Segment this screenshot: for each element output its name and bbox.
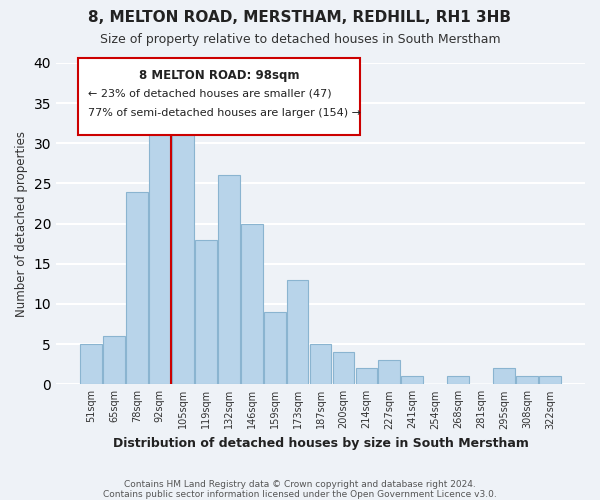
Bar [195,240,217,384]
Text: 8, MELTON ROAD, MERSTHAM, REDHILL, RH1 3HB: 8, MELTON ROAD, MERSTHAM, REDHILL, RH1 3… [89,10,511,25]
Text: Contains HM Land Registry data © Crown copyright and database right 2024.: Contains HM Land Registry data © Crown c… [124,480,476,489]
Bar [516,376,538,384]
Text: Size of property relative to detached houses in South Merstham: Size of property relative to detached ho… [100,32,500,46]
Bar [310,344,331,385]
Bar [332,352,355,384]
Text: 8 MELTON ROAD: 98sqm: 8 MELTON ROAD: 98sqm [139,69,299,82]
Bar [287,280,308,384]
Bar [149,136,171,384]
Bar [241,224,263,384]
Bar [448,376,469,384]
Bar [172,136,194,384]
Bar [379,360,400,384]
Text: Contains public sector information licensed under the Open Government Licence v3: Contains public sector information licen… [103,490,497,499]
Bar [126,192,148,384]
X-axis label: Distribution of detached houses by size in South Merstham: Distribution of detached houses by size … [113,437,529,450]
Y-axis label: Number of detached properties: Number of detached properties [15,130,28,316]
Text: 77% of semi-detached houses are larger (154) →: 77% of semi-detached houses are larger (… [88,108,361,118]
Bar [103,336,125,384]
Bar [539,376,561,384]
Bar [493,368,515,384]
Bar [401,376,423,384]
Text: ← 23% of detached houses are smaller (47): ← 23% of detached houses are smaller (47… [88,89,332,99]
Bar [80,344,102,385]
Bar [264,312,286,384]
Bar [218,176,239,384]
Bar [356,368,377,384]
